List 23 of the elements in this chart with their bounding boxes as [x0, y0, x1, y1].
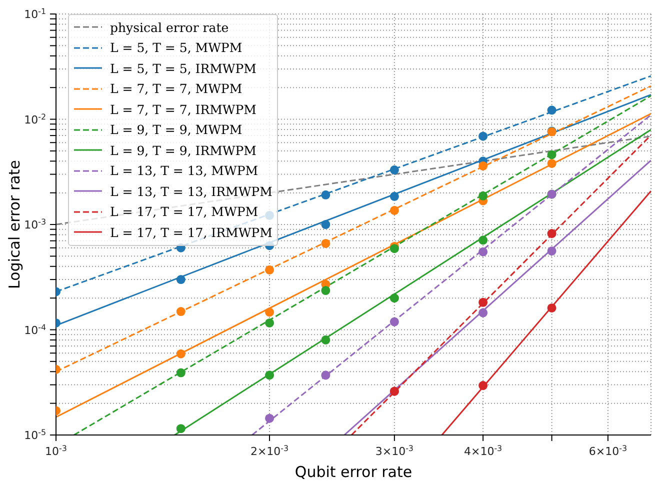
legend-label: L = 17, T = 17, MWPM [110, 204, 258, 220]
x-axis-title: Qubit error rate [294, 463, 412, 481]
legend-label: L = 5, T = 5, IRMWPM [110, 60, 256, 76]
legend-label: physical error rate [110, 20, 229, 35]
y-tick-label: 10$^{-1}$ [24, 6, 46, 21]
legend-label: L = 9, T = 9, MWPM [110, 122, 242, 138]
legend-label: L = 17, T = 17, IRMWPM [110, 224, 272, 240]
y-tick-label: 10$^{-2}$ [24, 112, 46, 126]
legend-label: L = 7, T = 7, IRMWPM [110, 102, 256, 117]
x-tick-label: 10$^{-3}$ [45, 444, 67, 458]
y-tick-label: 10$^{-4}$ [24, 322, 46, 337]
legend-label: L = 13, T = 13, IRMWPM [110, 184, 272, 199]
y-axis-title: Logical error rate [5, 160, 24, 289]
x-tick-label: 2×10$^{-3}$ [250, 444, 289, 458]
legend-label: L = 9, T = 9, IRMWPM [110, 142, 256, 158]
x-tick-label: 6×10$^{-3}$ [588, 444, 627, 458]
y-tick-label: 10$^{-5}$ [24, 428, 46, 442]
y-tick-label: 10$^{-3}$ [24, 217, 46, 232]
legend-label: L = 7, T = 7, MWPM [110, 81, 242, 96]
x-tick-label: 4×10$^{-3}$ [464, 444, 502, 458]
legend-label: L = 5, T = 5, MWPM [110, 40, 242, 56]
x-tick-label: 3×10$^{-3}$ [375, 444, 414, 458]
legend-label: L = 13, T = 13, MWPM [110, 163, 258, 178]
